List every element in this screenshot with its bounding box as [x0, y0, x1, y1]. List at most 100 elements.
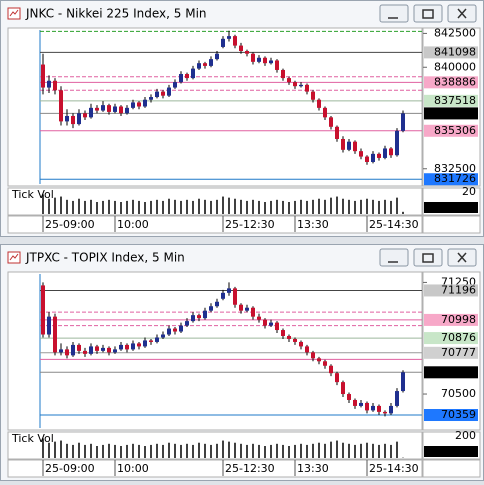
candle-body	[353, 141, 357, 152]
candle-body	[245, 307, 249, 311]
window-title: JNKC - Nikkei 225 Index, 5 Min	[25, 7, 207, 21]
candle-body	[65, 115, 69, 122]
level-box	[424, 409, 478, 422]
candle-body	[317, 358, 321, 362]
volume-title: Tick Vol	[11, 432, 54, 445]
candle-body	[389, 405, 393, 414]
candle-body	[359, 151, 363, 157]
candle-body	[155, 337, 159, 342]
app-icon-glyph	[9, 9, 19, 17]
candle-body	[335, 373, 339, 383]
volume-pane	[7, 187, 423, 216]
x-tick-label: 25-12:30	[225, 218, 275, 231]
level-label: 70876	[441, 331, 476, 344]
app-icon-glyph	[9, 253, 19, 261]
candle-body	[227, 36, 231, 39]
candle-body	[341, 382, 345, 395]
candle-body	[395, 130, 399, 156]
candle-body	[227, 288, 231, 293]
candle-body	[365, 156, 369, 162]
candle-body	[119, 344, 123, 350]
candle-body	[239, 304, 243, 311]
candle-body	[383, 411, 387, 414]
candle-body	[341, 138, 345, 150]
candle-body	[179, 325, 183, 332]
time-axis	[7, 459, 423, 478]
candle-body	[161, 91, 165, 96]
maximize-button[interactable]	[413, 248, 443, 267]
candle-body	[161, 334, 165, 338]
candle-body	[347, 394, 351, 400]
x-tick-label: 13:30	[297, 462, 329, 475]
minimize-button[interactable]	[379, 4, 409, 23]
candle-body	[209, 306, 213, 311]
candle-body	[401, 113, 405, 131]
candle-body	[311, 352, 315, 359]
x-tick-label: 10:00	[117, 462, 149, 475]
candle-body	[71, 344, 75, 356]
price-pane	[7, 271, 423, 431]
chart-window: JTPXC - TOPIX Index, 5 Min 71250 70500 7119…	[0, 244, 484, 481]
level-box	[424, 346, 478, 359]
candle-body	[59, 90, 63, 122]
candle-body	[221, 292, 225, 299]
level-box	[424, 366, 478, 379]
candle-body	[89, 346, 93, 354]
x-tick-label: 25-14:30	[369, 218, 419, 231]
candle-body	[107, 347, 111, 353]
level-label: 841098	[434, 45, 476, 58]
maximize-button[interactable]	[413, 4, 443, 23]
candle-body	[251, 53, 255, 62]
candle-body	[323, 107, 327, 118]
level-box	[424, 313, 478, 326]
candle-body	[353, 399, 357, 406]
window-svg: JNKC - Nikkei 225 Index, 5 Min 842500 8400…	[0, 0, 484, 237]
candle-body	[71, 115, 75, 125]
y-tick-label: 840000	[434, 60, 476, 73]
time-axis-corner	[422, 459, 481, 478]
close-button-glyph	[457, 252, 467, 263]
candle-body	[41, 64, 45, 88]
volume-box	[424, 202, 478, 213]
x-tick-label: 25-09:00	[45, 462, 95, 475]
maximize-button-glyph	[422, 253, 434, 263]
level-box	[424, 76, 478, 89]
candle-body	[329, 117, 333, 127]
candle-body	[215, 301, 219, 307]
candle-body	[53, 80, 57, 91]
candle-body	[311, 91, 315, 100]
level-box	[424, 173, 478, 186]
candle-body	[179, 74, 183, 83]
candle-body	[83, 350, 87, 354]
candle-body	[203, 63, 207, 66]
candle-body	[167, 87, 171, 96]
x-tick-label: 25-14:30	[369, 462, 419, 475]
level-label: 70777	[441, 346, 476, 359]
candle-body	[347, 141, 351, 150]
candle-body	[77, 344, 81, 351]
candle-body	[197, 63, 201, 69]
candle-body	[251, 307, 255, 317]
candle-body	[101, 105, 105, 111]
candle-body	[89, 107, 93, 118]
candle-body	[185, 321, 189, 326]
candle-body	[305, 84, 309, 92]
candle-body	[47, 316, 51, 335]
candle-body	[149, 97, 153, 100]
candle-body	[281, 330, 285, 336]
candle-body	[203, 310, 207, 319]
level-label: 835306	[434, 124, 476, 137]
candle-body	[83, 113, 87, 118]
candle-body	[233, 36, 237, 46]
candle-body	[275, 60, 279, 70]
level-box	[424, 107, 478, 120]
minimize-button[interactable]	[379, 248, 409, 267]
candle-body	[269, 322, 273, 326]
candle-body	[41, 285, 45, 335]
candle-body	[95, 107, 99, 111]
candle-body	[59, 349, 63, 353]
candle-body	[167, 328, 171, 335]
candle-body	[131, 102, 135, 108]
y-tick-label: 832500	[434, 162, 476, 175]
